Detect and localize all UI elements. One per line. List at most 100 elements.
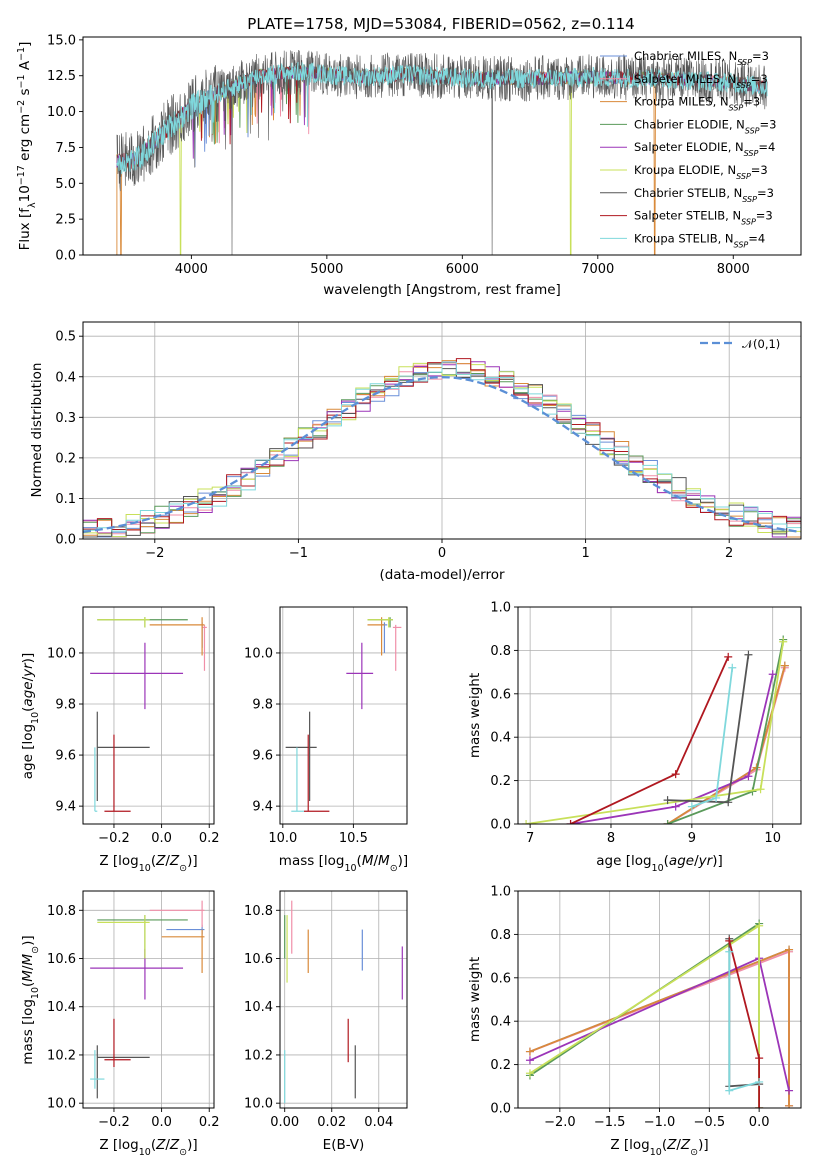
- y-tick-label: 10.8: [47, 904, 76, 919]
- mass-vs-ebv-panel: 0.00 0.02 0.04 10.0 10.2 10.4 10.6 10.8 E(B-V): [244, 890, 408, 1153]
- data-marker: [728, 663, 737, 672]
- data-marker: [779, 637, 788, 646]
- legend: Chabrier MILES, NSSP=3 Salpeter MILES, NS…: [600, 49, 776, 249]
- y-axis-label: age [log10(age/yr)]: [20, 653, 41, 779]
- legend-entry: Salpeter STELIB, NSSP=3: [634, 209, 773, 227]
- x-tick-label: −1.0: [644, 1115, 676, 1130]
- x-tick-label: 0.0: [749, 1115, 770, 1130]
- y-tick-label: 0.3: [55, 411, 76, 426]
- y-tick-label: 10.2: [244, 1048, 273, 1063]
- x-tick-label: −1: [289, 546, 308, 561]
- axes-frame: [82, 890, 215, 1109]
- x-axis-label: Z [log10(Z/Z⊙)]: [99, 853, 197, 874]
- legend-entry: 𝒩(0,1): [742, 337, 780, 351]
- x-tick-label: 8: [607, 831, 615, 846]
- y-tick-label: 0.2: [55, 451, 76, 466]
- data-marker: [663, 820, 672, 824]
- x-tick-label: −0.5: [694, 1115, 726, 1130]
- x-tick-label: 9: [688, 831, 696, 846]
- data-marker: [522, 820, 531, 824]
- data-marker: [755, 1077, 764, 1086]
- y-tick-label: 0.0: [55, 533, 76, 548]
- y-tick-label: 0.0: [490, 1102, 511, 1117]
- y-tick-label: 5.0: [55, 177, 76, 192]
- plot-area: [116, 49, 768, 255]
- legend-entry: Chabrier STELIB, NSSP=3: [634, 186, 774, 204]
- x-axis-label: (data-model)/error: [379, 567, 505, 583]
- y-tick-label: 1.0: [490, 885, 511, 900]
- massweight-vs-metallicity-panel: −2.0 −1.5 −1.0 −0.5 0.0 0.0 0.2 0.4 0.6 0.8 1.0 Z […: [467, 885, 802, 1158]
- data-marker: [744, 772, 753, 781]
- y-tick-label: 0.1: [55, 492, 76, 507]
- x-tick-label: −2.0: [544, 1115, 576, 1130]
- y-axis-label: mass [log10(M/M⊙)]: [20, 935, 41, 1064]
- y-tick-label: 9.8: [252, 698, 273, 713]
- y-tick-label: 9.4: [252, 800, 273, 815]
- y-tick-label: 10.6: [244, 952, 273, 967]
- data-marker: [785, 945, 794, 954]
- spectrum-line: [116, 61, 768, 175]
- y-tick-label: 10.0: [244, 1097, 273, 1112]
- axes-frame: [82, 36, 802, 256]
- legend-entry: Salpeter MILES, NSSP=3: [634, 72, 768, 90]
- x-tick-label: −0.2: [98, 1115, 130, 1130]
- y-axis-label: Normed distribution: [29, 363, 45, 498]
- data-marker: [671, 802, 680, 811]
- y-tick-label: 10.0: [47, 1097, 76, 1112]
- plot-area: [90, 900, 205, 1099]
- data-marker: [525, 1056, 534, 1065]
- data-marker: [712, 793, 721, 802]
- y-tick-label: 10.8: [244, 904, 273, 919]
- x-axis-label: wavelength [Angstrom, rest frame]: [323, 282, 561, 298]
- x-tick-label: 0.2: [199, 831, 220, 846]
- spectrum-panel: 4000 5000 6000 7000 8000 0.0 2.5 5.0 7.5 10.0 12.5…: [16, 33, 802, 298]
- data-marker: [785, 1086, 794, 1095]
- axes-frame: [517, 890, 802, 1109]
- y-tick-label: 10.0: [47, 646, 76, 661]
- y-tick-label: 10.6: [47, 952, 76, 967]
- y-tick-label: 0.0: [490, 818, 511, 833]
- y-tick-label: 0.0: [55, 249, 76, 264]
- legend-entry: Chabrier ELODIE, NSSP=3: [634, 117, 776, 135]
- x-tick-label: 10.5: [339, 831, 368, 846]
- x-tick-label: 7000: [581, 262, 614, 277]
- x-axis-label: Z [log10(Z/Z⊙)]: [99, 1137, 197, 1158]
- data-marker: [724, 652, 733, 661]
- mass-weight-line: [570, 656, 730, 824]
- plot-area: [90, 617, 207, 812]
- normal-curve: [83, 376, 801, 534]
- axes-frame: [279, 606, 408, 825]
- data-marker: [663, 796, 672, 805]
- y-tick-label: 15.0: [47, 33, 76, 48]
- massweight-vs-age-panel: 7 8 9 10 0.0 0.2 0.4 0.6 0.8 1.0 age [log10(age/yr…: [467, 601, 802, 874]
- x-tick-label: 6000: [446, 262, 479, 277]
- y-tick-label: 9.8: [55, 698, 76, 713]
- y-tick-label: 0.8: [490, 928, 511, 943]
- age-vs-mass-panel: 10.0 10.5 9.4 9.6 9.8 10.0 mass [log10(M/M⊙)]: [244, 606, 408, 874]
- plot-area: [284, 900, 403, 1104]
- y-tick-label: 0.2: [490, 774, 511, 789]
- y-tick-label: 0.8: [490, 644, 511, 659]
- data-marker: [744, 650, 753, 659]
- x-tick-label: 8000: [717, 262, 750, 277]
- x-tick-label: 0.02: [317, 1115, 346, 1130]
- y-tick-label: 0.2: [490, 1058, 511, 1073]
- data-marker: [525, 1069, 534, 1078]
- x-tick-label: 7: [526, 831, 534, 846]
- age-vs-metallicity-panel: −0.2 0.0 0.2 9.4 9.6 9.8 10.0 Z [log10(Z/Z⊙)] ag…: [20, 606, 220, 874]
- x-tick-label: 10: [764, 831, 781, 846]
- x-axis-label: age [log10(age/yr)]: [596, 853, 722, 874]
- x-tick-label: 2: [725, 546, 733, 561]
- data-marker: [725, 947, 734, 956]
- y-tick-label: 0.6: [490, 971, 511, 986]
- x-tick-label: −0.2: [98, 831, 130, 846]
- y-tick-label: 10.4: [244, 1000, 273, 1015]
- data-marker: [755, 921, 764, 930]
- y-tick-label: 0.5: [55, 330, 76, 345]
- data-marker: [755, 1104, 764, 1108]
- legend-entry: Chabrier MILES, NSSP=3: [634, 49, 769, 67]
- mass-weight-line: [529, 924, 760, 1108]
- x-tick-label: 0: [438, 546, 446, 561]
- data-marker: [785, 1101, 794, 1108]
